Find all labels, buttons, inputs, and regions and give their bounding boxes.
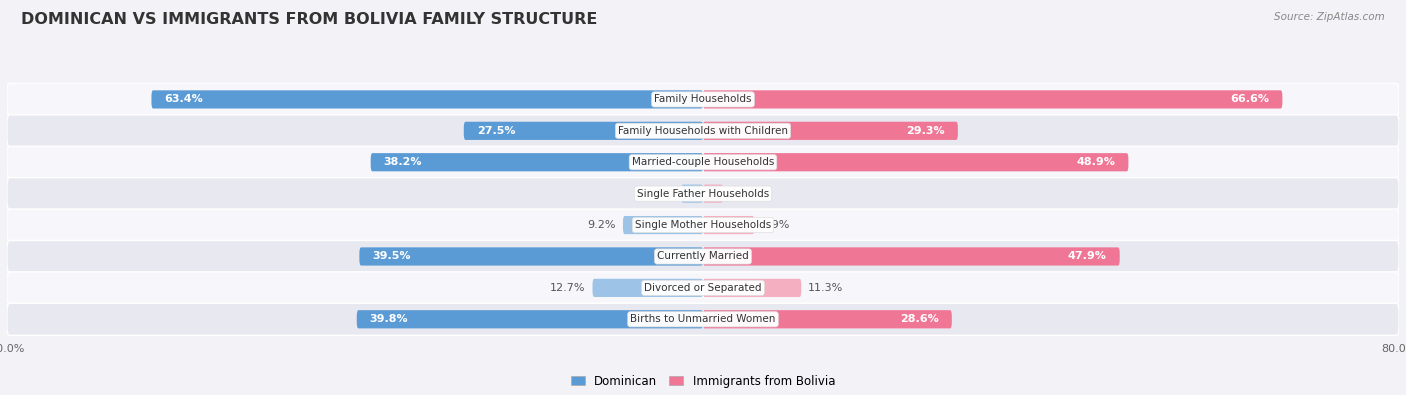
FancyBboxPatch shape — [592, 279, 703, 297]
FancyBboxPatch shape — [7, 146, 1399, 178]
FancyBboxPatch shape — [7, 83, 1399, 115]
FancyBboxPatch shape — [703, 122, 957, 140]
FancyBboxPatch shape — [7, 178, 1399, 210]
Text: Single Father Households: Single Father Households — [637, 189, 769, 199]
FancyBboxPatch shape — [682, 184, 703, 203]
FancyBboxPatch shape — [464, 122, 703, 140]
Text: Divorced or Separated: Divorced or Separated — [644, 283, 762, 293]
FancyBboxPatch shape — [7, 303, 1399, 335]
Text: Currently Married: Currently Married — [657, 252, 749, 261]
Text: Married-couple Households: Married-couple Households — [631, 157, 775, 167]
FancyBboxPatch shape — [703, 279, 801, 297]
Text: 2.5%: 2.5% — [645, 189, 675, 199]
FancyBboxPatch shape — [703, 184, 723, 203]
Text: Source: ZipAtlas.com: Source: ZipAtlas.com — [1274, 12, 1385, 22]
Text: 27.5%: 27.5% — [477, 126, 516, 136]
FancyBboxPatch shape — [360, 247, 703, 265]
FancyBboxPatch shape — [7, 272, 1399, 304]
FancyBboxPatch shape — [152, 90, 703, 109]
Text: Family Households: Family Households — [654, 94, 752, 104]
Text: 63.4%: 63.4% — [165, 94, 204, 104]
Text: 38.2%: 38.2% — [384, 157, 422, 167]
Legend: Dominican, Immigrants from Bolivia: Dominican, Immigrants from Bolivia — [567, 371, 839, 391]
Text: 48.9%: 48.9% — [1077, 157, 1115, 167]
Text: DOMINICAN VS IMMIGRANTS FROM BOLIVIA FAMILY STRUCTURE: DOMINICAN VS IMMIGRANTS FROM BOLIVIA FAM… — [21, 12, 598, 27]
Text: 29.3%: 29.3% — [907, 126, 945, 136]
Text: 47.9%: 47.9% — [1067, 252, 1107, 261]
FancyBboxPatch shape — [357, 310, 703, 328]
Text: 2.3%: 2.3% — [730, 189, 758, 199]
Text: 28.6%: 28.6% — [900, 314, 939, 324]
Text: Births to Unmarried Women: Births to Unmarried Women — [630, 314, 776, 324]
Text: 66.6%: 66.6% — [1230, 94, 1270, 104]
FancyBboxPatch shape — [703, 153, 1129, 171]
Text: 5.9%: 5.9% — [761, 220, 790, 230]
FancyBboxPatch shape — [703, 247, 1119, 265]
FancyBboxPatch shape — [623, 216, 703, 234]
Text: 12.7%: 12.7% — [550, 283, 585, 293]
FancyBboxPatch shape — [7, 209, 1399, 241]
Text: 11.3%: 11.3% — [808, 283, 844, 293]
FancyBboxPatch shape — [7, 115, 1399, 147]
Text: Single Mother Households: Single Mother Households — [636, 220, 770, 230]
Text: 39.8%: 39.8% — [370, 314, 408, 324]
Text: Family Households with Children: Family Households with Children — [619, 126, 787, 136]
Text: 9.2%: 9.2% — [588, 220, 616, 230]
FancyBboxPatch shape — [703, 310, 952, 328]
FancyBboxPatch shape — [703, 90, 1282, 109]
FancyBboxPatch shape — [703, 216, 755, 234]
Text: 39.5%: 39.5% — [373, 252, 411, 261]
FancyBboxPatch shape — [371, 153, 703, 171]
FancyBboxPatch shape — [7, 241, 1399, 273]
